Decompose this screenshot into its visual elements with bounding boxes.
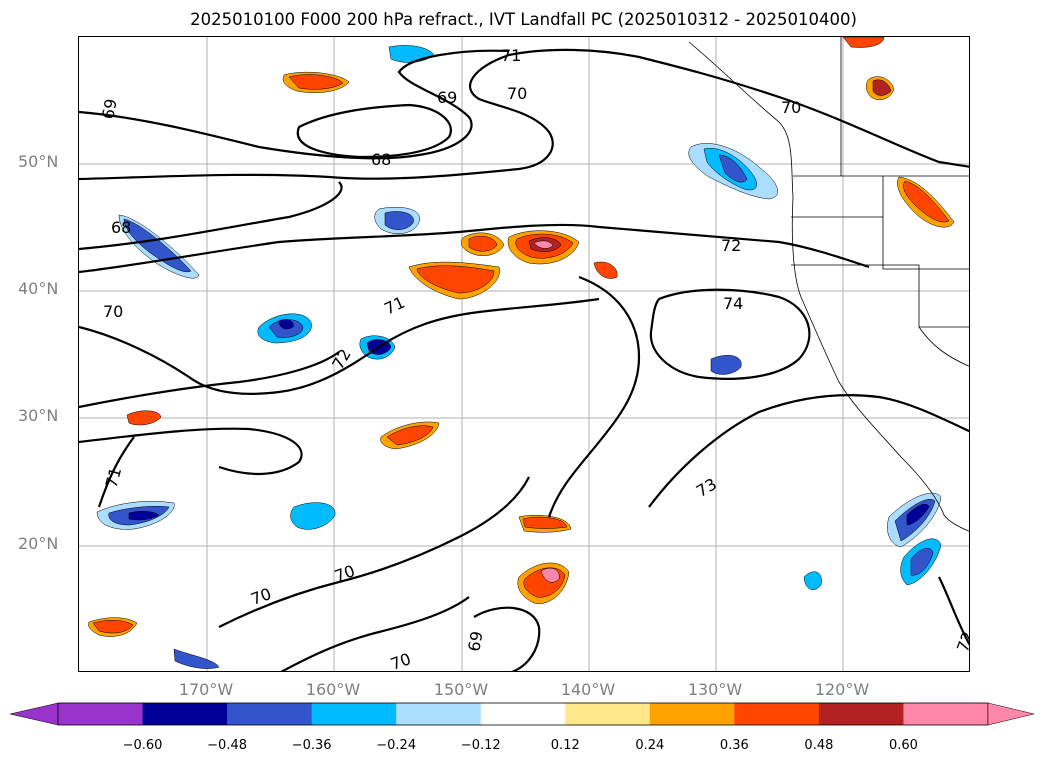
positive-anomaly-patches bbox=[88, 37, 955, 637]
contour-label: 71 bbox=[381, 293, 407, 319]
contour-69-south bbox=[473, 606, 541, 671]
refractivity-contours bbox=[79, 48, 969, 671]
contour-label: 70 bbox=[103, 302, 123, 321]
contour-73-a bbox=[547, 275, 641, 518]
negative-anomaly-patches bbox=[96, 45, 942, 669]
lon-label-160w: 160°W bbox=[305, 680, 361, 699]
contour-label: 71 bbox=[501, 46, 521, 65]
lat-label-30n: 30°N bbox=[18, 406, 59, 425]
colorbar bbox=[10, 702, 1035, 726]
lon-label-130w: 130°W bbox=[687, 680, 743, 699]
contour-label: 70 bbox=[388, 649, 414, 672]
colorbar-extend-max bbox=[987, 702, 1035, 726]
contour-71-c bbox=[79, 427, 303, 475]
colorbar-segment bbox=[311, 703, 397, 725]
contour-70-south-a bbox=[218, 476, 530, 628]
colorbar-segment bbox=[649, 703, 735, 725]
map-svg: 71 70 69 70 69 68 68 72 70 71 74 72 71 7… bbox=[79, 37, 970, 672]
colorbar-segment bbox=[227, 703, 313, 725]
colorbar-tick-label: −0.60 bbox=[122, 738, 163, 753]
colorbar-segment bbox=[58, 703, 144, 725]
contour-label: 69 bbox=[437, 88, 457, 107]
colorbar-tick-label: 0.48 bbox=[804, 738, 834, 753]
contour-71-west bbox=[97, 436, 135, 508]
colorbar-segment bbox=[142, 703, 228, 725]
contour-68-closed bbox=[296, 103, 452, 159]
contour-73-b bbox=[648, 394, 969, 508]
contour-label: 74 bbox=[723, 294, 743, 313]
contour-label: 69 bbox=[98, 97, 120, 120]
lat-label-20n: 20°N bbox=[18, 534, 59, 553]
contour-label: 70 bbox=[781, 98, 801, 117]
contour-70-south-b bbox=[280, 596, 470, 671]
lon-label-120w: 120°W bbox=[814, 680, 870, 699]
contour-label: 72 bbox=[721, 236, 741, 255]
contour-label: 70 bbox=[507, 84, 527, 103]
contour-69-a bbox=[79, 49, 510, 160]
colorbar-tick-label: 0.60 bbox=[888, 738, 918, 753]
lon-label-140w: 140°W bbox=[560, 680, 616, 699]
lat-label-40n: 40°N bbox=[18, 279, 59, 298]
colorbar-segment bbox=[396, 703, 482, 725]
colorbar-segment bbox=[818, 703, 904, 725]
contour-label: 68 bbox=[111, 218, 131, 237]
contour-72-se bbox=[938, 576, 969, 646]
contour-71-north bbox=[79, 181, 343, 251]
colorbar-tick-label: 0.36 bbox=[719, 738, 749, 753]
contour-70-a bbox=[79, 48, 969, 181]
contour-label: 72 bbox=[328, 346, 355, 373]
contour-71-mid bbox=[79, 297, 600, 395]
colorbar-tick-label: −0.48 bbox=[207, 738, 247, 753]
contour-label: 71 bbox=[102, 465, 126, 490]
map-title: 2025010100 F000 200 hPa refract., IVT La… bbox=[190, 10, 857, 29]
colorbar-segment bbox=[480, 703, 566, 725]
colorbar-tick-label: −0.24 bbox=[376, 738, 417, 753]
map-panel[interactable]: 71 70 69 70 69 68 68 72 70 71 74 72 71 7… bbox=[78, 36, 970, 672]
colorbar-segments bbox=[57, 702, 989, 726]
colorbar-tick-label: −0.12 bbox=[460, 738, 501, 753]
colorbar-tick-label: 0.24 bbox=[635, 738, 665, 753]
colorbar-segment bbox=[565, 703, 651, 725]
colorbar-segment bbox=[903, 703, 989, 725]
lon-label-170w: 170°W bbox=[178, 680, 234, 699]
contour-label: 68 bbox=[371, 150, 391, 169]
coastlines-and-borders bbox=[688, 37, 969, 532]
contour-74-closed bbox=[649, 288, 811, 380]
colorbar-tick-label: −0.36 bbox=[291, 738, 332, 753]
lat-label-50n: 50°N bbox=[18, 152, 59, 171]
lon-label-150w: 150°W bbox=[433, 680, 489, 699]
colorbar-segment bbox=[734, 703, 820, 725]
contour-71-b bbox=[79, 351, 340, 409]
gridlines bbox=[79, 37, 969, 671]
contour-72 bbox=[79, 223, 870, 274]
colorbar-tick-label: 0.12 bbox=[550, 738, 580, 753]
north-america-coastline bbox=[688, 41, 969, 532]
contour-label: 72 bbox=[953, 629, 970, 655]
contour-label: 69 bbox=[464, 630, 486, 653]
colorbar-extend-min bbox=[10, 702, 59, 726]
